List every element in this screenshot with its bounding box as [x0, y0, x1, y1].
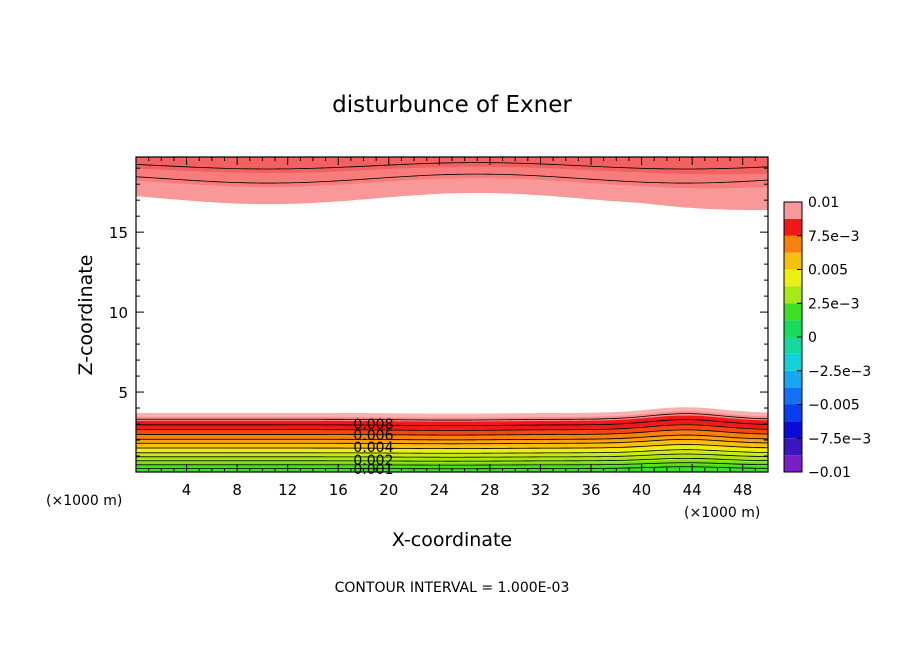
- colorbar-tick-label: 0.01: [808, 195, 839, 211]
- colorbar-tick-label: −0.01: [808, 465, 851, 481]
- y-axis-label: Z-coordinate: [75, 255, 97, 376]
- top-contour-1: [136, 173, 768, 184]
- colorbar-tick-label: 2.5e−3: [808, 296, 860, 312]
- contour-label-3: 0.002: [353, 453, 393, 469]
- contour-interval-footer: CONTOUR INTERVAL = 1.000E-03: [335, 580, 570, 596]
- colorbar-level-5: [784, 370, 802, 388]
- top-band-2: [136, 157, 768, 175]
- x-tick-label: 20: [379, 481, 398, 499]
- bottom-contour-8: [136, 453, 768, 458]
- x-tick-label: 32: [531, 481, 550, 499]
- plot-fill: [136, 157, 768, 472]
- bottom-contour-1: [136, 419, 768, 427]
- x-unit-left: (×1000 m): [46, 493, 122, 509]
- colorbar-level-8: [784, 320, 802, 337]
- bottom-contour-2: [136, 424, 768, 431]
- x-tick-label: 44: [683, 481, 702, 499]
- bottom-contour-0: [136, 413, 768, 421]
- x-tick-label: 12: [278, 481, 297, 499]
- x-tick-label: 4: [182, 481, 192, 499]
- x-tick-label: 28: [480, 481, 499, 499]
- colorbar-level-4: [784, 387, 802, 405]
- bottom-contour-5: [136, 438, 768, 445]
- x-tick-label: 40: [632, 481, 651, 499]
- bottom-contour-3: [136, 429, 768, 436]
- bottom-contour-4: [136, 434, 768, 441]
- x-tick-label: 48: [733, 481, 752, 499]
- colorbar-level-9: [784, 303, 802, 321]
- y-tick-label: 5: [118, 384, 128, 402]
- top-contour-2: [136, 162, 768, 170]
- colorbar-tick-label: −7.5e−3: [808, 431, 871, 447]
- bottom-contour-6: [136, 444, 768, 449]
- colorbar-level-15: [784, 202, 802, 219]
- contour-label-4: 0.001: [353, 462, 393, 478]
- bottom-contour-9: [136, 457, 768, 462]
- colorbar-level-12: [784, 252, 802, 270]
- chart-title: disturbunce of Exner: [332, 92, 572, 118]
- colorbar-tick-label: 7.5e−3: [808, 229, 860, 245]
- colorbar-tick-label: 0.005: [808, 263, 848, 279]
- colorbar-tick-label: −0.005: [808, 398, 860, 414]
- contour-label-1: 0.006: [353, 428, 393, 444]
- colorbar-level-11: [784, 269, 802, 287]
- x-tick-label: 16: [329, 481, 348, 499]
- colorbar-level-14: [784, 218, 802, 236]
- x-unit-right: (×1000 m): [684, 505, 760, 521]
- y-tick-label: 15: [109, 224, 128, 242]
- colorbar-level-2: [784, 421, 802, 439]
- contour-label-2: 0.004: [353, 440, 393, 456]
- x-axis-label: X-coordinate: [392, 529, 512, 551]
- colorbar-tick-label: 0: [808, 330, 817, 346]
- x-tick-label: 24: [430, 481, 449, 499]
- colorbar: 0.01 7.5e−3 0.005 2.5e−3 0 −2.5e−3 −0.005 −7.5e…: [783, 195, 871, 481]
- bottom-contour-10: [136, 462, 768, 466]
- colorbar-level-1: [784, 438, 802, 456]
- x-tick-label: 8: [232, 481, 242, 499]
- colorbar-level-13: [784, 235, 802, 253]
- contour-label-0: 0.008: [353, 417, 393, 433]
- x-tick-label: 36: [581, 481, 600, 499]
- colorbar-level-0: [784, 455, 802, 472]
- y-tick-label: 10: [109, 304, 128, 322]
- bottom-contour-7: [136, 449, 768, 454]
- colorbar-tick-label: −2.5e−3: [808, 364, 871, 380]
- colorbar-level-7: [784, 337, 802, 354]
- colorbar-level-6: [784, 353, 802, 371]
- colorbar-level-3: [784, 404, 802, 422]
- colorbar-level-10: [784, 286, 802, 304]
